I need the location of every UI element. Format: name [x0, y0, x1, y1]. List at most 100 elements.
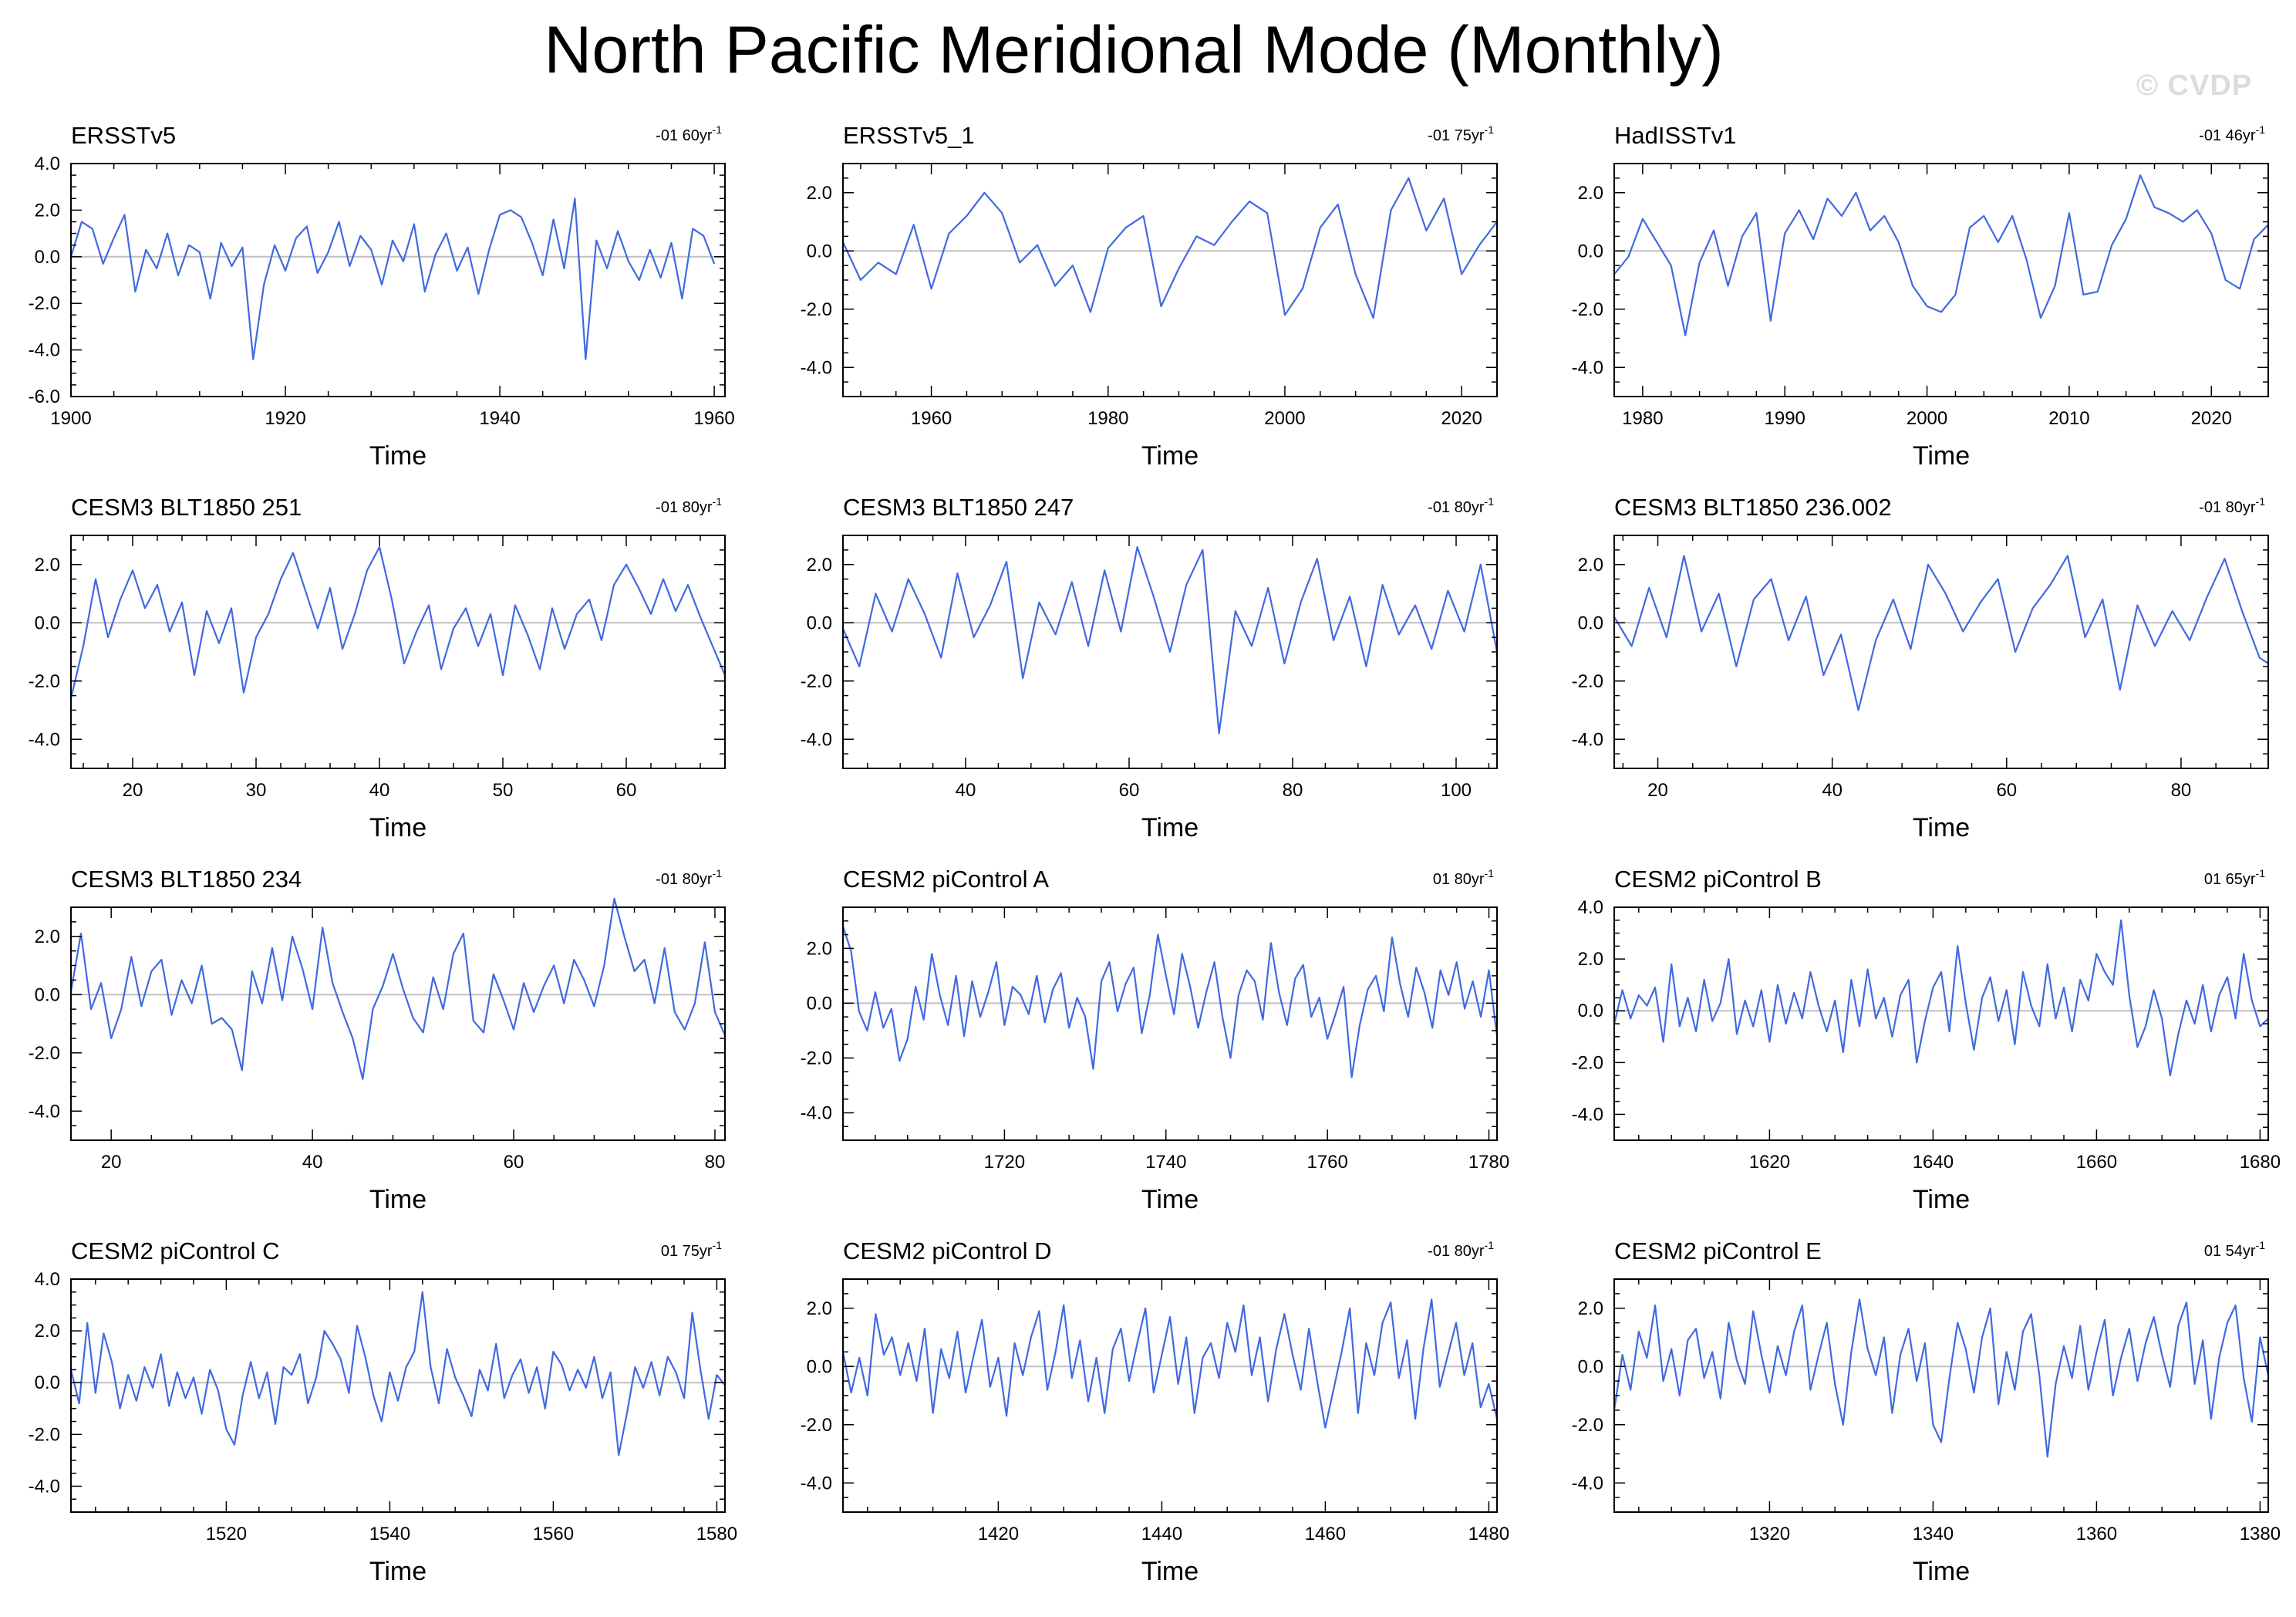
y-tick-label: -4.0 [1572, 1473, 1603, 1494]
panel-title: HadISSTv1 [1614, 122, 1737, 149]
y-tick-label: -4.0 [29, 340, 60, 361]
x-tick-label: 40 [956, 780, 976, 801]
x-axis-title: Time [369, 813, 426, 842]
x-tick-label: 1960 [693, 408, 734, 429]
y-tick-label: 2.0 [807, 1298, 832, 1319]
x-tick-label: 1680 [2240, 1152, 2281, 1173]
y-tick-label: 2.0 [807, 938, 832, 959]
x-axis-title: Time [1141, 1185, 1199, 1214]
trend-label: 01 54yr-1 [2204, 1239, 2265, 1260]
panel-6: CESM3 BLT1850 234 -01 80yr-1 -4.0 -2.0 0.0 2.… [29, 866, 727, 1214]
x-tick-label: 40 [302, 1152, 323, 1173]
y-tick-label: 0.0 [807, 241, 832, 262]
x-tick-label: 1540 [369, 1524, 410, 1544]
y-tick-label: 2.0 [807, 555, 832, 576]
series-line [841, 926, 1499, 1079]
y-tick-label: 2.0 [807, 183, 832, 204]
x-tick-label: 1640 [1913, 1152, 1954, 1173]
y-tick-label: 2.0 [1578, 555, 1603, 576]
series-line [1613, 174, 2269, 336]
x-tick-label: 2010 [2048, 408, 2089, 429]
plot-frame [842, 906, 1498, 1141]
series-line [69, 1291, 726, 1457]
x-tick-label: 1560 [533, 1524, 574, 1544]
x-tick-label: 2020 [2191, 408, 2232, 429]
y-tick-label: -2.0 [1572, 299, 1603, 320]
y-tick-label: 0.0 [807, 1356, 832, 1377]
panel-8: CESM2 piControl B 01 65yr-1 -4.0 -2.0 0.0 2.0… [1572, 866, 2281, 1214]
trend-label: 01 80yr-1 [1433, 867, 1494, 888]
x-tick-label: 1900 [50, 408, 91, 429]
panel-title: CESM2 piControl D [843, 1237, 1051, 1264]
series-line [842, 177, 1498, 319]
y-tick-label: 0.0 [35, 247, 60, 268]
x-tick-label: 1480 [1468, 1524, 1509, 1544]
series-line [1613, 555, 2269, 711]
x-tick-label: 1360 [2076, 1524, 2117, 1544]
trend-label: -01 75yr-1 [1428, 123, 1494, 144]
x-axis-title: Time [369, 1557, 426, 1586]
y-tick-label: -2.0 [29, 671, 60, 692]
cvdp-watermark: © CVDP [2136, 69, 2253, 102]
x-tick-label: 1720 [984, 1152, 1025, 1173]
trend-label: -01 80yr-1 [656, 867, 722, 888]
series-line [69, 197, 716, 360]
series-line [69, 545, 727, 699]
x-axis-title: Time [1913, 1557, 1970, 1586]
panel-title: CESM3 BLT1850 247 [843, 494, 1074, 521]
y-tick-label: 2.0 [35, 200, 60, 221]
x-tick-label: 2000 [1907, 408, 1947, 429]
panel-2: HadISSTv1 -01 46yr-1 -4.0 -2.0 0.0 2.0 1980 199… [1572, 122, 2269, 471]
y-tick-label: -4.0 [29, 729, 60, 750]
panel-5: CESM3 BLT1850 236.002 -01 80yr-1 -4.0 -2.0 0… [1572, 494, 2269, 842]
y-tick-label: 4.0 [35, 1269, 60, 1290]
y-tick-label: 4.0 [35, 154, 60, 174]
x-tick-label: 20 [1647, 780, 1668, 801]
x-tick-label: 80 [1283, 780, 1303, 801]
y-tick-label: 2.0 [35, 555, 60, 576]
x-tick-label: 80 [2171, 780, 2192, 801]
plot-frame [1613, 1278, 2269, 1513]
y-tick-label: 0.0 [1578, 1356, 1603, 1377]
x-tick-label: 1660 [2076, 1152, 2117, 1173]
y-tick-label: 0.0 [1578, 613, 1603, 633]
panel-title: CESM2 piControl E [1614, 1237, 1822, 1264]
y-tick-label: 4.0 [1578, 897, 1603, 918]
x-axis-title: Time [1141, 441, 1199, 471]
y-tick-label: 0.0 [1578, 1001, 1603, 1021]
y-tick-label: -2.0 [29, 1043, 60, 1064]
y-tick-label: -4.0 [801, 357, 832, 378]
x-axis-title: Time [1913, 441, 1970, 471]
y-tick-label: -2.0 [1572, 1052, 1603, 1073]
x-tick-label: 1990 [1765, 408, 1805, 429]
y-tick-label: -4.0 [801, 1473, 832, 1494]
y-tick-label: 2.0 [1578, 949, 1603, 970]
y-tick-label: 0.0 [807, 993, 832, 1014]
x-axis-title: Time [369, 1185, 426, 1214]
series-line [841, 545, 1499, 734]
trend-label: -01 80yr-1 [1428, 495, 1494, 516]
y-tick-label: -4.0 [801, 729, 832, 750]
x-tick-label: 2000 [1264, 408, 1305, 429]
figure-title: North Pacific Meridional Mode (Monthly) [544, 13, 1724, 87]
x-tick-label: 60 [616, 780, 637, 801]
x-tick-label: 1760 [1306, 1152, 1347, 1173]
panel-title: CESM2 piControl B [1614, 866, 1822, 893]
plot-frame [842, 163, 1498, 397]
x-axis-title: Time [1141, 1557, 1199, 1586]
y-tick-label: 0.0 [807, 613, 832, 633]
series-line [841, 1298, 1499, 1429]
plot-frame [842, 1278, 1498, 1513]
y-tick-label: -2.0 [1572, 1415, 1603, 1436]
y-tick-label: -6.0 [29, 387, 60, 407]
x-tick-label: 2020 [1441, 408, 1482, 429]
y-tick-label: 0.0 [35, 613, 60, 633]
x-tick-label: 20 [101, 1152, 122, 1173]
trend-label: -01 46yr-1 [2199, 123, 2265, 144]
y-tick-label: -2.0 [1572, 671, 1603, 692]
x-tick-label: 1980 [1622, 408, 1663, 429]
y-tick-label: 2.0 [35, 1321, 60, 1342]
trend-label: 01 65yr-1 [2204, 867, 2265, 888]
x-tick-label: 1620 [1749, 1152, 1790, 1173]
plot-frame [1613, 906, 2269, 1141]
